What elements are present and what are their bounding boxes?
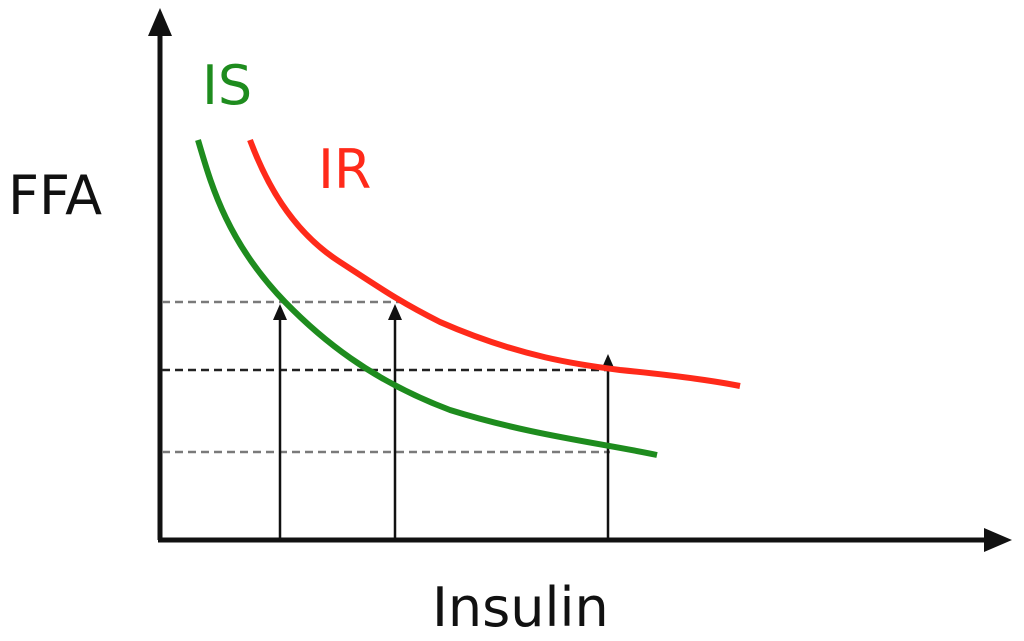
arrow-1-head xyxy=(273,304,287,320)
curve-ir xyxy=(247,138,741,389)
curve-label-ir: IR xyxy=(318,138,371,201)
y-axis-arrowhead xyxy=(148,8,172,36)
axes xyxy=(148,8,1012,552)
curve-label-is: IS xyxy=(202,54,252,117)
y-axis-label: FFA xyxy=(8,164,102,227)
x-axis-label: Insulin xyxy=(432,576,609,639)
x-axis-arrowhead xyxy=(984,528,1012,552)
curve-is xyxy=(195,139,658,458)
arrow-2-head xyxy=(388,304,402,320)
vertical-arrows xyxy=(273,304,615,540)
